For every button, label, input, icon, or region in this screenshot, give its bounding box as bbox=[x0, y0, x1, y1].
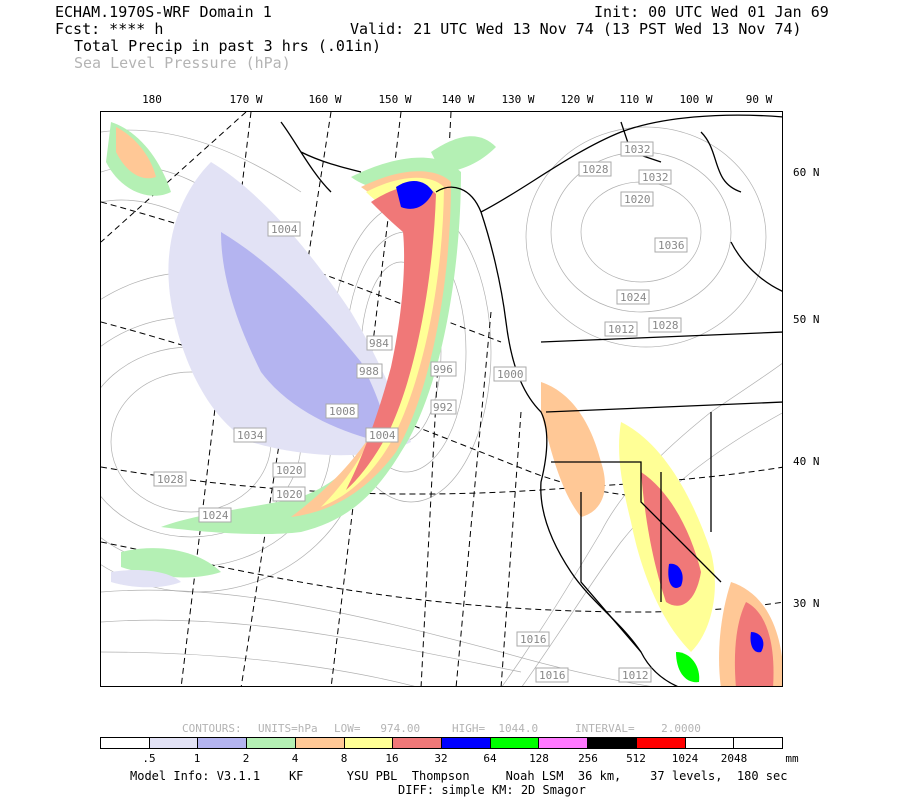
field-primary-title: Total Precip in past 3 hrs (.01in) bbox=[74, 37, 382, 55]
pressure-label-10: 984 bbox=[369, 337, 389, 350]
lat-label-30n: 30 N bbox=[793, 597, 820, 610]
legend-unit: mm bbox=[785, 752, 799, 765]
legend-value: 2 bbox=[242, 752, 250, 765]
map-canvas: 1004 1032 1028 1032 1036 1024 1012 1028 … bbox=[101, 112, 782, 686]
valid-time: Valid: 21 UTC Wed 13 Nov 74 (13 PST Wed … bbox=[350, 20, 802, 38]
legend-swatch bbox=[101, 738, 150, 748]
legend-value: 256 bbox=[578, 752, 598, 765]
lon-label-90w: 90 W bbox=[745, 93, 773, 106]
pressure-label-18: 1020 bbox=[276, 464, 303, 477]
coastlines bbox=[280, 114, 782, 686]
legend-swatch bbox=[734, 738, 783, 748]
forecast-hour: Fcst: **** h bbox=[55, 20, 164, 38]
pressure-label-3: 1020 bbox=[624, 193, 651, 206]
legend-swatch bbox=[344, 738, 394, 748]
lon-label-180: 180 bbox=[142, 93, 162, 106]
pressure-label-7: 1012 bbox=[608, 323, 635, 336]
pressure-label-19: 1020 bbox=[276, 488, 303, 501]
contour-label: CONTOURS: bbox=[182, 722, 242, 735]
legend-colorbar bbox=[100, 737, 783, 749]
lon-label-170w: 170 W bbox=[229, 93, 263, 106]
map-panel: 1004 1032 1028 1032 1036 1024 1012 1028 … bbox=[100, 111, 783, 687]
legend-value: 32 bbox=[434, 752, 448, 765]
legend-value: 64 bbox=[483, 752, 497, 765]
model-info: Model Info: V3.1.1 KF YSU PBL Thompson N… bbox=[130, 769, 788, 783]
legend-value: 4 bbox=[291, 752, 299, 765]
pressure-label-12: 996 bbox=[433, 363, 453, 376]
legend-value: 512 bbox=[626, 752, 646, 765]
lon-label-110w: 110 W bbox=[619, 93, 653, 106]
contour-low: LOW= 974.00 bbox=[334, 722, 421, 735]
pressure-label-4: 1032 bbox=[642, 171, 669, 184]
legend-swatch bbox=[295, 738, 345, 748]
pressure-label-16: 1034 bbox=[237, 429, 264, 442]
legend-swatch bbox=[149, 738, 199, 748]
legend-swatch bbox=[393, 738, 443, 748]
pressure-label-20: 1024 bbox=[202, 509, 229, 522]
lon-label-160w: 160 W bbox=[308, 93, 342, 106]
pressure-label-0: 1004 bbox=[271, 223, 298, 236]
contour-units: UNITS=hPa bbox=[258, 722, 318, 735]
legend-swatch bbox=[539, 738, 589, 748]
pressure-label-22: 1016 bbox=[539, 669, 566, 682]
precip-field bbox=[106, 122, 782, 686]
legend-swatch bbox=[198, 738, 248, 748]
pressure-label-23: 1012 bbox=[622, 669, 649, 682]
pressure-label-9: 1000 bbox=[497, 368, 524, 381]
lon-label-130w: 130 W bbox=[501, 93, 535, 106]
pressure-label-2: 1028 bbox=[582, 163, 609, 176]
pressure-label-13: 992 bbox=[433, 401, 453, 414]
lat-label-60n: 60 N bbox=[793, 166, 820, 179]
legend-value: 1 bbox=[193, 752, 201, 765]
lat-label-50n: 50 N bbox=[793, 313, 820, 326]
legend-value: 8 bbox=[340, 752, 348, 765]
pressure-label-8: 1028 bbox=[652, 319, 679, 332]
contour-high: HIGH= 1044.0 bbox=[452, 722, 539, 735]
legend-swatch bbox=[442, 738, 491, 748]
legend-value: 16 bbox=[385, 752, 399, 765]
legend-value: .5 bbox=[142, 752, 156, 765]
legend-swatch bbox=[685, 738, 735, 748]
pressure-label-15: 1004 bbox=[369, 429, 396, 442]
legend-swatch bbox=[636, 738, 686, 748]
contour-interval: INTERVAL= 2.0000 bbox=[575, 722, 701, 735]
pressure-label-21: 1016 bbox=[520, 633, 547, 646]
field-secondary-title: Sea Level Pressure (hPa) bbox=[74, 54, 291, 72]
lon-label-140w: 140 W bbox=[441, 93, 475, 106]
pressure-label-5: 1036 bbox=[658, 239, 685, 252]
lat-label-40n: 40 N bbox=[793, 455, 820, 468]
legend-value: 128 bbox=[529, 752, 549, 765]
lon-label-100w: 100 W bbox=[679, 93, 713, 106]
diff-info: DIFF: simple KM: 2D Smagor bbox=[398, 783, 586, 797]
legend-swatch bbox=[588, 738, 637, 748]
legend-swatch bbox=[490, 738, 540, 748]
init-time: Init: 00 UTC Wed 01 Jan 69 bbox=[594, 3, 829, 21]
model-title: ECHAM.1970S-WRF Domain 1 bbox=[55, 3, 272, 21]
pressure-label-group: 1004 1032 1028 1032 1036 1024 1012 1028 … bbox=[153, 141, 688, 683]
pressure-label-17: 1028 bbox=[157, 473, 184, 486]
legend-value: 1024 bbox=[671, 752, 699, 765]
lon-label-150w: 150 W bbox=[378, 93, 412, 106]
pressure-label-14: 1008 bbox=[329, 405, 356, 418]
lon-label-120w: 120 W bbox=[560, 93, 594, 106]
pressure-label-1: 1032 bbox=[624, 143, 651, 156]
pressure-label-11: 988 bbox=[359, 365, 379, 378]
pressure-label-6: 1024 bbox=[620, 291, 647, 304]
legend-swatch bbox=[247, 738, 296, 748]
legend-value: 2048 bbox=[720, 752, 748, 765]
